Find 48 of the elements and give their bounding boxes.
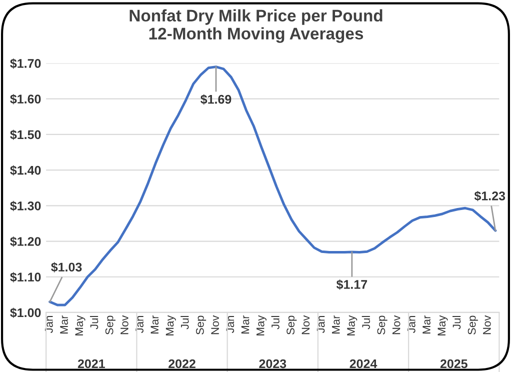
data-label: $1.69 [200, 94, 232, 105]
y-tick-label: $1.60 [10, 94, 41, 104]
text: 2023 [259, 359, 286, 368]
text: 2025 [440, 359, 468, 368]
x-tick-label: Sep [468, 316, 478, 335]
x-tick-label: Mar [241, 315, 250, 334]
x-tick-label: Nov [211, 315, 219, 334]
x-tick-label: May [347, 315, 358, 336]
x-tick-label: Sep [377, 316, 388, 335]
x-tick-label: Jul [271, 316, 280, 330]
x-tick-label: Jan [316, 316, 325, 333]
x-tick-label: Jan [136, 316, 144, 333]
x-tick-label: Mar [150, 315, 159, 334]
data-label: $1.23 [474, 190, 506, 202]
x-tick-label: Sep [286, 316, 297, 335]
x-tick-label: Jul [180, 316, 189, 330]
x-tick-label: Jan [45, 316, 53, 333]
x-tick-label: May [166, 315, 176, 336]
x-tick-label: May [256, 315, 266, 336]
x-tick-label: Nov [392, 315, 400, 334]
y-tick-label: $1.10 [10, 272, 41, 282]
data-label: $1.03 [51, 262, 82, 272]
text: 2022 [168, 359, 196, 368]
x-tick-label: Nov [483, 315, 491, 334]
x-tick-label: Jul [452, 316, 461, 330]
x-tick-label: May [75, 315, 86, 336]
y-tick-label: $1.00 [10, 308, 41, 318]
x-tick-label: Sep [105, 316, 116, 335]
x-tick-label: Jul [90, 316, 98, 330]
x-tick-label: May [438, 315, 448, 336]
data-label: $1.17 [336, 280, 368, 290]
y-tick-label: $1.40 [10, 165, 41, 176]
y-tick-label: $1.20 [10, 236, 41, 247]
x-tick-label: Jan [226, 316, 234, 333]
y-tick-label: $1.50 [10, 130, 41, 140]
x-tick-label: Nov [302, 315, 310, 334]
x-tick-label: Mar [60, 315, 68, 334]
y-tick-label: $1.30 [10, 200, 41, 212]
x-tick-label: Mar [422, 315, 430, 334]
text: 2021 [78, 359, 105, 368]
x-tick-label: Mar [332, 315, 340, 334]
text: 2024 [350, 359, 378, 368]
y-tick-label: $1.70 [10, 58, 41, 69]
x-tick-label: Nov [120, 315, 128, 334]
x-tick-label: Sep [196, 316, 206, 335]
x-tick-label: Jul [362, 316, 370, 330]
chart-title: Nonfat Dry Milk Price per Pound 12-Month Moving Averages [130, 9, 382, 43]
x-tick-label: Jan [408, 316, 416, 333]
